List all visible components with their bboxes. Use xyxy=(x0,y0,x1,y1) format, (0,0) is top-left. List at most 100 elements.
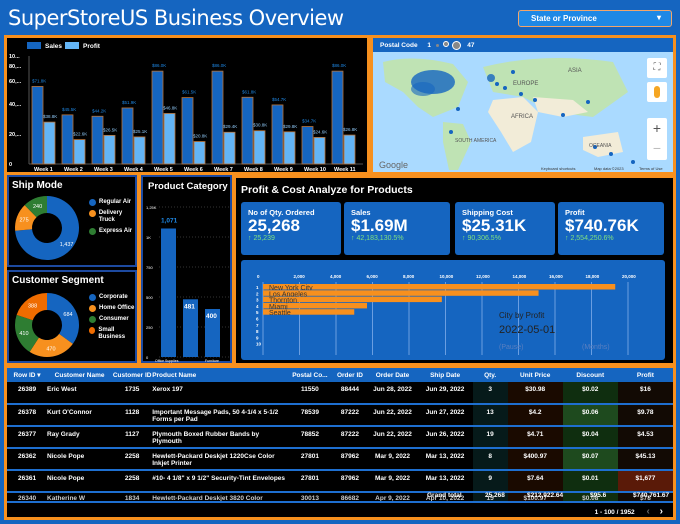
table-row[interactable]: 26361 Nicole Pope 2258 #10- 4 1/8" x 9 1/2"… xyxy=(7,470,673,493)
grand-total-unit-price: $212,922.64 xyxy=(527,492,564,499)
column-header[interactable]: Postal Co... xyxy=(287,368,333,382)
column-header[interactable]: Ship Date xyxy=(417,368,473,382)
y-tick: 750 xyxy=(146,265,153,270)
city-chart-caption: City by Profit xyxy=(499,311,545,320)
legend-item[interactable]: Consumer xyxy=(89,316,139,323)
profit-bar[interactable] xyxy=(223,131,236,165)
legend-item[interactable]: Corporate xyxy=(89,294,139,301)
table-cell: 26389 xyxy=(7,382,48,405)
profit-bar[interactable] xyxy=(193,141,206,165)
rank-label: 10 xyxy=(256,342,262,347)
table-row[interactable]: 26340 Katherine W 1834 Hewlett-Packard Desk… xyxy=(7,492,673,503)
legend-item[interactable]: Delivery Truck xyxy=(89,210,139,224)
grand-total-label: Grand total xyxy=(427,492,462,499)
category-bar[interactable] xyxy=(183,299,198,357)
week-label: Week 8 xyxy=(244,167,263,172)
category-bar[interactable] xyxy=(161,228,176,357)
product-category-bars[interactable]: 1,25K 1K 750 500 250 0 1,071 481 400 Office Suppl… xyxy=(143,195,231,363)
city-bar[interactable] xyxy=(263,302,368,309)
sales-bar[interactable] xyxy=(31,86,44,165)
state-filter-dropdown[interactable]: State or Province ▾ xyxy=(518,10,672,27)
profit-bar[interactable] xyxy=(73,139,86,165)
city-by-profit-chart[interactable]: 0 2,000 4,000 6,000 8,000 10,000 12,000 14,000 1… xyxy=(241,260,665,360)
profit-bar[interactable] xyxy=(163,113,176,165)
profit-bar[interactable] xyxy=(313,137,326,165)
kpi-sales: Sales $1.69M ↑ 42,183,130.5% xyxy=(344,202,450,255)
profit-bar[interactable] xyxy=(253,130,266,165)
table-cell: 26378 xyxy=(7,404,48,427)
legend-item[interactable]: Express Air xyxy=(89,228,139,235)
profit-bar[interactable] xyxy=(103,134,116,165)
next-page-button[interactable]: › xyxy=(659,506,663,517)
product-category-chart: Product Category 1,25K 1K 750 500 250 0 1,071 4… xyxy=(138,172,235,366)
table-cell: 3 xyxy=(472,382,508,405)
category-value: 400 xyxy=(206,313,217,320)
column-header[interactable]: Customer ID xyxy=(112,368,153,382)
sales-bar[interactable] xyxy=(91,115,104,165)
months-toggle[interactable]: (Months) xyxy=(582,344,610,351)
column-header[interactable]: Order ID xyxy=(332,368,368,382)
customer-segment-donut[interactable]: 684 470 410 388 xyxy=(12,290,82,360)
legend-item[interactable]: Home Office xyxy=(89,305,139,312)
sales-bar[interactable] xyxy=(61,114,74,165)
column-header[interactable]: Product Name xyxy=(152,368,288,382)
street-view-pegman-icon[interactable] xyxy=(647,82,667,102)
category-bar[interactable] xyxy=(205,309,220,357)
sales-bar[interactable] xyxy=(151,70,164,165)
table-row[interactable]: 26389 Eric West 1735 Xerox 197 11550 88444 Jun… xyxy=(7,382,673,405)
chevron-down-icon: ▾ xyxy=(656,13,661,22)
donut-slice[interactable] xyxy=(16,293,47,321)
column-header[interactable]: Discount xyxy=(562,368,618,382)
product-category-inner: Product Category 1,25K 1K 750 500 250 0 1,071 4… xyxy=(141,175,232,363)
table-row[interactable]: 26378 Kurt O'Connor 1128 Important Message … xyxy=(7,404,673,427)
profit-value-label: $20.8K xyxy=(193,134,207,139)
city-bar[interactable] xyxy=(263,296,442,303)
city-bar[interactable] xyxy=(263,284,616,290)
column-header[interactable]: Qty. xyxy=(472,368,508,382)
zoom-out-button[interactable]: − xyxy=(652,140,662,156)
kpi-label: Shipping Cost xyxy=(462,208,513,217)
map-terms-link[interactable]: Terms of Use xyxy=(639,166,663,171)
filter-label: State or Province xyxy=(531,14,597,23)
x-tick: 8,000 xyxy=(403,274,415,279)
sales-bar[interactable] xyxy=(331,70,344,165)
pause-button[interactable]: (Pause) xyxy=(499,344,524,351)
table-row[interactable]: 26362 Nicole Pope 2258 Hewlett-Packard Desk… xyxy=(7,448,673,471)
column-header[interactable]: Order Date xyxy=(367,368,418,382)
profit-bar[interactable] xyxy=(343,134,356,165)
zoom-in-button[interactable]: + xyxy=(652,120,662,136)
profit-bar[interactable] xyxy=(283,131,296,165)
column-header[interactable]: Row ID ▾ xyxy=(7,368,48,382)
sales-bar[interactable] xyxy=(181,97,194,165)
ship-mode-donut[interactable]: 1,437 275 240 xyxy=(12,193,82,263)
table-cell: Hewlett-Packard Deskjet 1220Cse Color In… xyxy=(152,448,288,471)
city-bar[interactable] xyxy=(263,290,539,296)
donut-slice[interactable] xyxy=(15,314,39,352)
profit-bar[interactable] xyxy=(43,121,56,165)
postal-code-map[interactable]: Postal Code 1 47 EUROPE ASIA xyxy=(370,35,676,175)
column-header[interactable]: Customer Name xyxy=(47,368,113,382)
table-cell: 26362 xyxy=(7,448,48,471)
column-header[interactable]: Unit Price xyxy=(507,368,563,382)
donut-slice[interactable] xyxy=(29,333,73,357)
sales-bar[interactable] xyxy=(211,70,224,165)
map-keyboard-shortcuts[interactable]: Keyboard shortcuts xyxy=(541,166,575,171)
donut-slice[interactable] xyxy=(15,205,37,231)
table-cell: $78 xyxy=(617,492,673,503)
y-tick: 250 xyxy=(146,325,153,330)
city-bar[interactable] xyxy=(263,309,355,315)
column-header[interactable]: Profit xyxy=(617,368,673,382)
donut-slice[interactable] xyxy=(47,293,79,344)
sales-bar[interactable] xyxy=(271,104,284,165)
sales-bar[interactable] xyxy=(241,96,254,165)
prev-page-button[interactable]: ‹ xyxy=(646,506,650,517)
table-row[interactable]: 26377 Ray Grady 1127 Plymouth Boxed Rubber … xyxy=(7,426,673,449)
legend-item[interactable]: Regular Air xyxy=(89,199,139,206)
sales-bar[interactable] xyxy=(121,107,134,165)
profit-bar[interactable] xyxy=(133,136,146,165)
donut-slice[interactable] xyxy=(24,196,47,218)
sales-bar[interactable] xyxy=(301,126,314,165)
legend-item[interactable]: Small Business xyxy=(89,327,139,341)
donut-slice[interactable] xyxy=(15,196,80,260)
fullscreen-button[interactable]: ⛶ xyxy=(647,58,667,78)
